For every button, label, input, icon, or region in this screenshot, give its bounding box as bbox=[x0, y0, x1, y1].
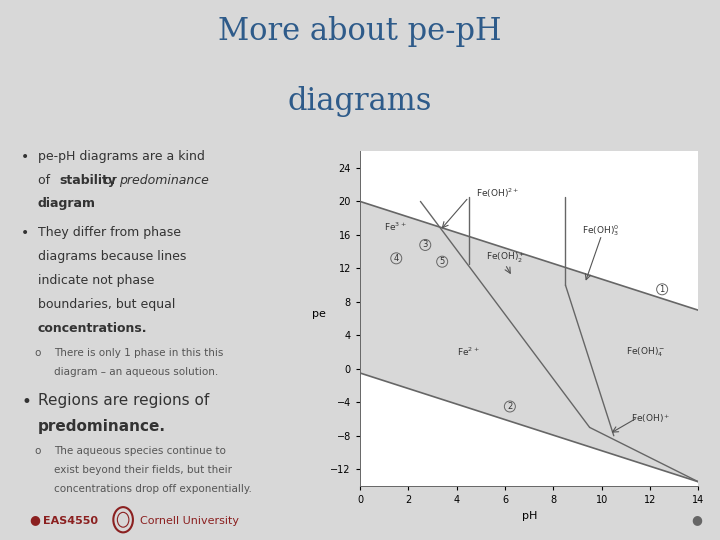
Text: Fe(OH)$_4^-$: Fe(OH)$_4^-$ bbox=[626, 346, 665, 359]
Text: concentrations drop off exponentially.: concentrations drop off exponentially. bbox=[54, 484, 252, 494]
Text: pe-pH diagrams are a kind: pe-pH diagrams are a kind bbox=[37, 150, 204, 163]
Polygon shape bbox=[360, 201, 698, 482]
Text: diagram: diagram bbox=[37, 198, 96, 211]
Text: of: of bbox=[37, 173, 54, 186]
Text: Fe(OH)$_2^+$: Fe(OH)$_2^+$ bbox=[486, 251, 525, 266]
Text: ●: ● bbox=[691, 514, 702, 526]
Text: .: . bbox=[76, 198, 80, 211]
Text: Fe(OH)$^+$: Fe(OH)$^+$ bbox=[631, 413, 670, 426]
Text: indicate not phase: indicate not phase bbox=[37, 274, 154, 287]
Text: Fe(OH)$_3^0$: Fe(OH)$_3^0$ bbox=[582, 223, 620, 238]
Text: •: • bbox=[21, 393, 31, 411]
Text: boundaries, but equal: boundaries, but equal bbox=[37, 298, 175, 310]
Text: More about pe-p​H: More about pe-p​H bbox=[218, 16, 502, 47]
Text: There is only 1 phase in this this: There is only 1 phase in this this bbox=[54, 348, 223, 358]
Text: Regions are regions of: Regions are regions of bbox=[37, 393, 209, 408]
Text: •: • bbox=[21, 150, 30, 164]
X-axis label: pH: pH bbox=[521, 511, 537, 521]
Text: Cornell University: Cornell University bbox=[140, 516, 239, 526]
Text: 3: 3 bbox=[423, 240, 428, 249]
Text: concentrations.: concentrations. bbox=[37, 321, 147, 335]
Text: EAS4550: EAS4550 bbox=[43, 516, 98, 526]
Text: 4: 4 bbox=[394, 254, 399, 263]
Text: 2: 2 bbox=[507, 402, 513, 411]
Text: o: o bbox=[35, 348, 40, 358]
Text: •: • bbox=[21, 226, 30, 240]
Text: or: or bbox=[104, 173, 120, 186]
Text: diagrams because lines: diagrams because lines bbox=[37, 250, 186, 263]
Text: predominance.: predominance. bbox=[37, 420, 166, 434]
Text: predominance: predominance bbox=[119, 173, 209, 186]
Text: stability: stability bbox=[59, 173, 116, 186]
Text: The aqueous species continue to: The aqueous species continue to bbox=[54, 446, 226, 456]
Text: exist beyond their fields, but their: exist beyond their fields, but their bbox=[54, 465, 232, 475]
Text: 5: 5 bbox=[439, 257, 445, 266]
Text: Fe$^{3+}$: Fe$^{3+}$ bbox=[384, 220, 407, 233]
Text: diagram – an aqueous solution.: diagram – an aqueous solution. bbox=[54, 367, 218, 377]
Y-axis label: pe: pe bbox=[312, 308, 326, 319]
Text: o: o bbox=[35, 446, 40, 456]
Text: Fe(OH)$^{2+}$: Fe(OH)$^{2+}$ bbox=[476, 186, 520, 200]
Text: They differ from phase: They differ from phase bbox=[37, 226, 181, 239]
Text: diagrams: diagrams bbox=[288, 86, 432, 117]
Text: 1: 1 bbox=[660, 285, 665, 294]
Text: Fe$^{2+}$: Fe$^{2+}$ bbox=[457, 346, 480, 358]
Text: ●: ● bbox=[29, 514, 40, 526]
